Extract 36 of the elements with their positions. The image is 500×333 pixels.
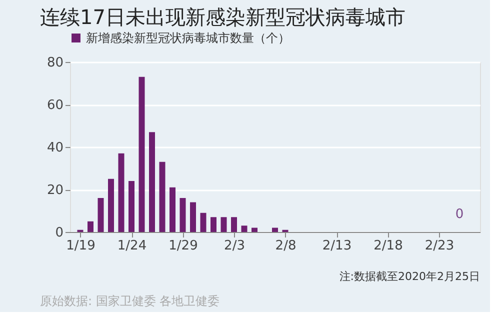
bar xyxy=(210,217,216,232)
bar xyxy=(138,76,145,232)
y-tick-label: 80 xyxy=(46,56,64,70)
bar xyxy=(241,226,248,232)
bar xyxy=(272,228,278,232)
x-tick-label: 1/24 xyxy=(117,238,147,254)
x-tick-label: 1/29 xyxy=(168,238,198,254)
x-tick-label: 2/8 xyxy=(275,238,296,254)
y-tick-label: 60 xyxy=(46,98,64,113)
annotation: 0 xyxy=(455,207,464,222)
x-tick-label: 2/13 xyxy=(322,238,352,254)
bar xyxy=(98,198,104,232)
text: 注:数据截至2020年2月25日 xyxy=(339,270,480,283)
y-tick-label: 40 xyxy=(46,140,64,156)
x-tick-label: 2/18 xyxy=(374,238,403,254)
bar xyxy=(118,153,124,232)
bar xyxy=(180,198,186,232)
bar xyxy=(190,202,196,232)
x-tick-label: 2/3 xyxy=(224,238,245,254)
bar xyxy=(88,221,94,232)
y-tick-label: 20 xyxy=(46,183,64,198)
chart-title: 连续17日未出现新感染新型冠状病毒城市 xyxy=(40,5,406,29)
text: 原始数据: 国家卫健委 各地卫健委 xyxy=(40,294,220,308)
y-tick-label: 0 xyxy=(55,226,64,240)
bar xyxy=(149,132,155,232)
bar xyxy=(170,187,176,232)
bar xyxy=(200,212,206,232)
bar xyxy=(252,228,258,232)
bar xyxy=(108,178,114,232)
x-tick-label: 2/23 xyxy=(424,238,454,254)
x-tick-label: 1/19 xyxy=(66,238,96,254)
legend-label: 新增感染新型冠状病毒城市数量（个） xyxy=(86,31,290,45)
bar xyxy=(128,181,134,232)
bar xyxy=(159,162,166,232)
bar xyxy=(220,217,227,232)
bar xyxy=(231,217,237,232)
